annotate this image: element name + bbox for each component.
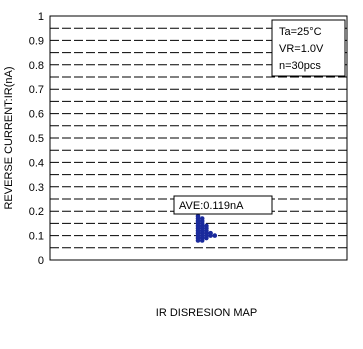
y-tick-label: 0.3: [29, 182, 44, 194]
average-annotation: AVE:0.119nA: [173, 195, 273, 215]
x-axis-label: IR DISRESION MAP: [156, 307, 257, 319]
y-tick-label: 0.5: [29, 133, 44, 145]
y-axis-ticks: 0 0.1 0.2 0.3 0.4 0.5 0.6 0.7 0.8 0.9 1: [29, 11, 44, 267]
average-label: AVE:0.119nA: [179, 200, 244, 212]
y-tick-label: 0.6: [29, 109, 44, 121]
average-box: [173, 195, 273, 215]
data-point: [208, 230, 213, 236]
y-tick-label: 0: [38, 255, 44, 267]
data-point: [204, 223, 209, 229]
y-tick-label: 0.8: [29, 60, 44, 72]
legend-line: Ta=25°C: [279, 26, 322, 38]
y-tick-label: 0.9: [29, 35, 44, 47]
y-tick-label: 0.7: [29, 84, 44, 96]
y-tick-label: 1: [38, 11, 44, 23]
y-tick-label: 0.2: [29, 206, 44, 218]
data-points: [195, 213, 218, 243]
plot-frame: [49, 15, 348, 261]
data-point: [212, 233, 218, 238]
data-point: [195, 213, 201, 219]
y-tick-label: 0.1: [29, 231, 44, 243]
legend-box: [271, 19, 346, 77]
data-point: [199, 216, 205, 221]
y-tick-label: 0.4: [29, 157, 44, 169]
y-axis-label: REVERSE CURRENT:IR(nA): [3, 66, 15, 209]
legend-line: n=30pcs: [279, 60, 321, 72]
conditions-legend: Ta=25°C VR=1.0V n=30pcs: [271, 19, 346, 77]
legend-line: VR=1.0V: [279, 43, 324, 55]
